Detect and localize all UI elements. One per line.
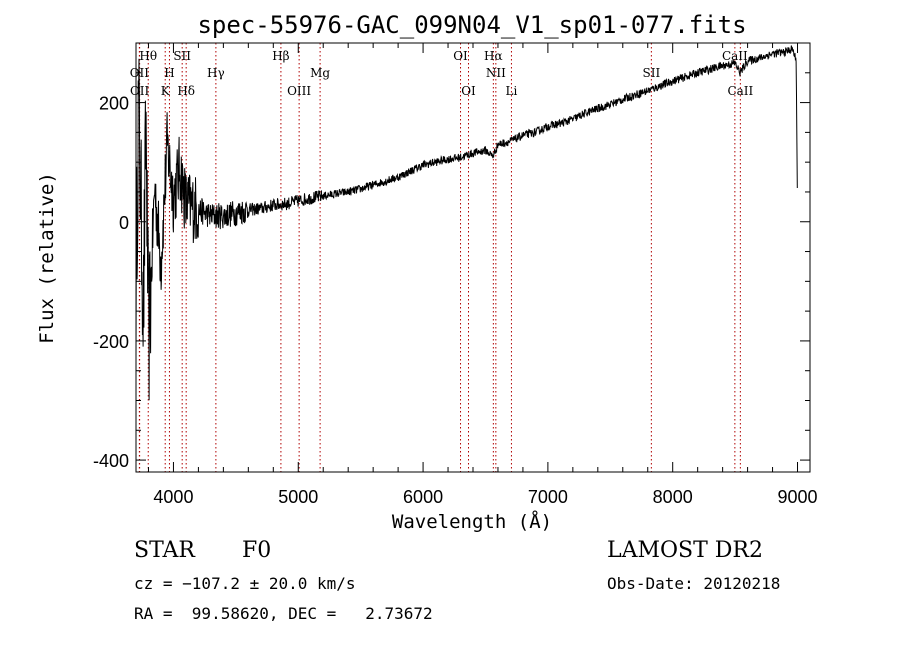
spectral-line-label: Li xyxy=(506,84,518,98)
spectral-line-label: Hα xyxy=(484,49,503,63)
spectral-line-label: SII xyxy=(643,66,661,80)
y-axis-ticks: -400 -200 0 200 xyxy=(93,72,810,471)
spectral-line-label: K xyxy=(161,84,171,98)
observation-date: Obs-Date: 20120218 xyxy=(607,574,781,593)
spectral-line-label: OIII xyxy=(287,84,311,98)
spectral-line-markers xyxy=(138,43,741,472)
survey-name: LAMOST DR2 xyxy=(607,538,763,563)
x-axis-label: Wavelength (Å) xyxy=(392,510,552,533)
x-tick-label: 6000 xyxy=(403,487,443,507)
y-tick-label: 0 xyxy=(119,213,129,233)
spectral-line-labels: HθOIIOIIHKSIIHδHγHβOIIIMgOIOIHαNIILiSIIC… xyxy=(130,49,754,98)
redshift-velocity: cz = −107.2 ± 20.0 km/s xyxy=(134,574,356,593)
spectral-line-label: NII xyxy=(486,66,506,80)
y-axis-label: Flux (relative) xyxy=(36,172,58,344)
spectral-line-label: Mg xyxy=(310,66,330,80)
spectral-line-label: CaII xyxy=(722,49,748,63)
x-tick-label: 5000 xyxy=(278,487,318,507)
x-tick-label: 9000 xyxy=(777,487,817,507)
plot-frame xyxy=(135,42,811,473)
spectral-line-label: OI xyxy=(461,84,476,98)
y-tick-label: -200 xyxy=(93,332,129,352)
object-subclass: F0 xyxy=(242,538,272,563)
x-tick-label: 4000 xyxy=(153,487,193,507)
spectral-line-label: Hδ xyxy=(177,84,195,98)
spectral-line-label: H xyxy=(164,66,174,80)
x-tick-label: 8000 xyxy=(653,487,693,507)
spectral-line-label: Hθ xyxy=(139,49,157,63)
y-tick-label: -400 xyxy=(93,451,129,471)
ra-dec-coordinates: RA = 99.58620, DEC = 2.73672 xyxy=(134,604,433,623)
spectrum-line xyxy=(135,45,798,401)
y-tick-label: 200 xyxy=(99,94,129,114)
spectral-line-label: Hγ xyxy=(207,66,225,80)
x-tick-label: 7000 xyxy=(528,487,568,507)
spectral-line-label: Hβ xyxy=(272,49,289,63)
spectral-line-label: CaII xyxy=(727,84,753,98)
spectral-line-label: SII xyxy=(173,49,191,63)
object-class: STAR xyxy=(134,538,195,563)
spectral-line-label: OI xyxy=(453,49,468,63)
chart-title: spec-55976-GAC_099N04_V1_sp01-077.fits xyxy=(197,11,746,39)
x-axis-ticks: 4000 5000 6000 7000 8000 9000 xyxy=(147,43,818,507)
